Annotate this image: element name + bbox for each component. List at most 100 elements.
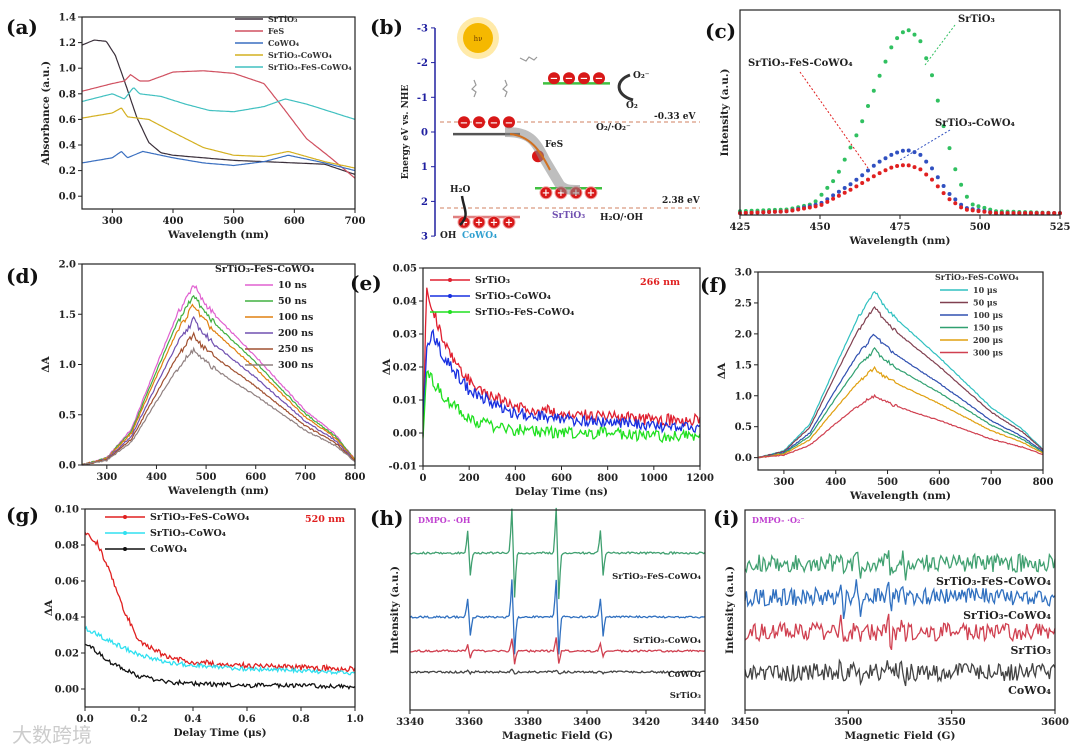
data-point [970, 202, 975, 207]
x-tick-label: 0 [420, 473, 427, 484]
plot-frame [84, 508, 356, 708]
data-point [842, 190, 847, 195]
plot-frame [409, 509, 706, 711]
data-point [1023, 211, 1028, 216]
data-point [906, 28, 911, 33]
series-line [422, 369, 701, 444]
data-point [761, 210, 766, 215]
electron-icon [488, 116, 500, 129]
trace-label: SrTiO₃-CoWO₄ [963, 609, 1051, 622]
y-tick-label: 0.6 [59, 115, 76, 126]
data-point [772, 209, 777, 214]
x-tick-label: 800 [1033, 477, 1054, 488]
data-point [982, 209, 987, 214]
y-tick-label: 0.00 [55, 685, 79, 696]
x-tick-label: 600 [929, 477, 950, 488]
axis-title-x: Magnetic Field (G) [502, 730, 613, 742]
data-point [854, 133, 859, 138]
minus-icon: − [550, 74, 558, 85]
x-tick-label: 1200 [686, 473, 714, 484]
minus-icon: − [565, 74, 573, 85]
axis-title-x: Magnetic Field (G) [845, 730, 956, 742]
data-point [912, 150, 917, 155]
legend-label: 10 μs [973, 285, 998, 295]
series-line [81, 39, 356, 175]
y-tick-label: -1 [417, 93, 428, 104]
electron-icon [548, 72, 560, 85]
annotation-srtio3-fes-cowo4: SrTiO₃-FeS-CoWO₄ [748, 58, 853, 69]
data-point [848, 145, 853, 150]
data-point [854, 184, 859, 189]
data-point [860, 181, 865, 185]
x-tick-label: 400 [505, 473, 526, 484]
legend-label: SrTiO₃-CoWO₄ [475, 291, 551, 302]
plot-frame [422, 267, 701, 467]
data-point [813, 204, 818, 209]
hole-icon [539, 186, 553, 200]
y-tick-label: 0.03 [393, 330, 417, 341]
data-point [970, 208, 975, 213]
x-tick-label: 700 [345, 216, 366, 227]
annotation-srtio3-cowo4: SrTiO₃-CoWO₄ [935, 118, 1016, 129]
data-point [871, 174, 876, 179]
fes-label: FeS [545, 140, 563, 150]
x-tick-label: 3380 [514, 717, 542, 728]
x-tick-label: 400 [163, 216, 184, 227]
y-tick-label: 0.4 [59, 141, 76, 152]
y-tick-label: 0.0 [59, 461, 76, 472]
data-point [796, 207, 801, 212]
energy-axis-ticks: -3 -2 -1 0 1 2 3 [417, 23, 435, 243]
o2-label: O₂ [626, 101, 638, 111]
data-point [1052, 211, 1057, 216]
series-group [81, 39, 356, 179]
data-point [831, 196, 836, 201]
legend-label: 200 ns [278, 328, 313, 339]
x-tick-label: 400 [825, 477, 846, 488]
legend-marker [123, 547, 127, 551]
series-line [757, 291, 1044, 459]
spin-trap-tag: DMPO- ·OH [418, 515, 471, 525]
series-line [84, 625, 356, 676]
legend-label: SrTiO₃-FeS-CoWO₄ [268, 62, 352, 72]
data-point [1005, 211, 1010, 216]
legend-label: 100 ns [278, 312, 313, 323]
data-point [912, 32, 917, 37]
data-point [988, 210, 993, 215]
data-point [854, 177, 859, 182]
axis-title-y: ΔA [43, 599, 55, 616]
axis-title-x: Delay Time (μs) [173, 727, 266, 739]
x-tick-label: 700 [295, 472, 316, 483]
series-line [757, 333, 1044, 458]
data-point [941, 191, 946, 196]
annotation-pointer [799, 71, 869, 169]
y-tick-label: 0.10 [55, 505, 79, 516]
data-point [883, 59, 888, 64]
electron-icon [578, 72, 590, 85]
y-tick-label: 0.00 [393, 429, 417, 440]
data-point [918, 167, 923, 172]
panel-label: (g) [6, 503, 39, 527]
wavelength-annotation: 266 nm [640, 277, 680, 288]
legend-marker [448, 310, 452, 314]
data-point [889, 152, 894, 157]
data-point [866, 177, 870, 182]
y-tick-label: 0.04 [393, 297, 417, 308]
x-tick-label: 600 [245, 472, 266, 483]
axis-title-x: Wavelength (nm) [849, 490, 951, 502]
axis-title-x: Wavelength (nm) [849, 235, 951, 247]
plus-icon: + [490, 218, 498, 229]
reaction-arrow-icon [617, 73, 634, 102]
data-point [924, 56, 929, 61]
legend-label: CoWO₄ [268, 38, 300, 48]
x-tick-label: 3340 [396, 717, 424, 728]
y-tick-label: 0.5 [735, 422, 752, 433]
data-point [1028, 211, 1033, 216]
legend-label: SrTiO₃ [268, 14, 298, 24]
panel-label: (f) [700, 273, 728, 297]
data-point [819, 192, 824, 197]
legend-label: SrTiO₃-CoWO₄ [150, 528, 226, 539]
series-group [81, 285, 356, 466]
legend-label: 200 μs [973, 335, 1003, 345]
legend-marker [123, 531, 127, 535]
data-point [982, 205, 987, 210]
